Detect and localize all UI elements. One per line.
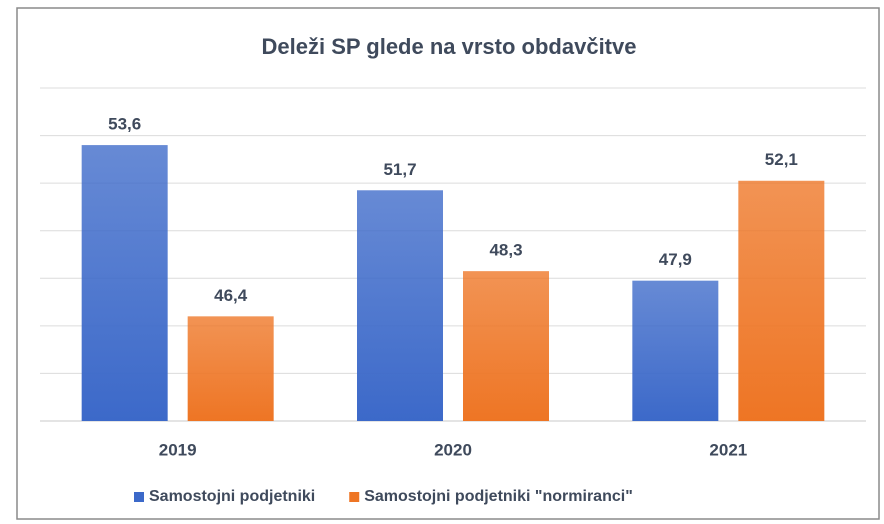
value-label: 51,7 <box>383 160 416 179</box>
bar <box>463 271 549 421</box>
value-label: 46,4 <box>214 286 248 305</box>
x-tick-label: 2021 <box>709 440 747 459</box>
value-label: 47,9 <box>659 250 692 269</box>
value-label: 48,3 <box>489 241 522 260</box>
bar <box>738 180 825 421</box>
x-tick-label: 2020 <box>434 440 472 459</box>
legend-swatch <box>134 492 144 502</box>
x-tick-label: 2019 <box>159 440 197 459</box>
value-label: 53,6 <box>108 115 141 134</box>
bar <box>81 145 168 422</box>
value-label: 52,1 <box>765 150 798 169</box>
bar <box>187 316 274 421</box>
legend-swatch <box>349 492 360 502</box>
legend-label: Samostojni podjetniki <box>149 488 315 505</box>
legend-label: Samostojni podjetniki "normiranci" <box>364 488 633 505</box>
bar <box>357 190 443 421</box>
bar <box>632 280 719 421</box>
chart-title: Deleži SP glede na vrsto obdavčitve <box>262 34 637 59</box>
